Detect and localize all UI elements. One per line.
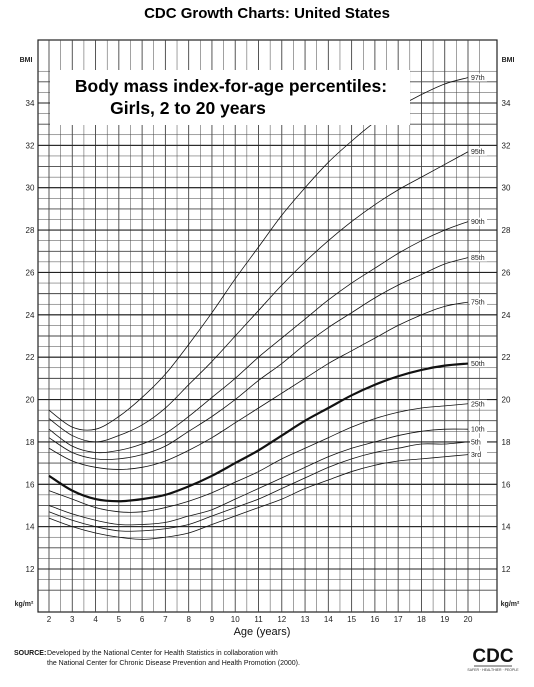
percentile-label-90th: 90th	[471, 219, 485, 226]
page-title: CDC Growth Charts: United States	[144, 5, 390, 22]
x-tick-label: 7	[163, 615, 168, 624]
percentile-label-bg	[470, 73, 487, 82]
percentile-label-bg	[470, 359, 487, 368]
percentile-curve-90th	[48, 221, 469, 454]
y-tick-label-left: 20	[26, 396, 35, 405]
x-tick-label: 9	[210, 615, 215, 624]
y-axis-unit-bottom-left: kg/m²	[15, 601, 34, 608]
y-tick-label-left: 12	[26, 565, 35, 574]
x-tick-label: 20	[464, 615, 473, 624]
x-tick-label: 3	[70, 615, 75, 624]
percentile-label-bg	[470, 450, 487, 459]
percentile-label-bg	[470, 298, 487, 307]
x-tick-label: 8	[186, 615, 191, 624]
source-note: SOURCE: Developed by the National Center…	[14, 650, 300, 667]
percentile-label-bg	[470, 217, 487, 226]
y-axis-label-top-right: BMI	[502, 57, 515, 64]
svg-text:SOURCE:: SOURCE:	[14, 650, 46, 657]
chart-title-line2: Girls, 2 to 20 years	[110, 98, 266, 118]
chart-title-line1: Body mass index-for-age percentiles:	[75, 76, 387, 96]
percentile-label-5th: 5th	[471, 439, 481, 446]
percentile-label-50th: 50th	[471, 361, 485, 368]
percentile-curve-25th	[48, 403, 469, 513]
y-tick-label-right: 12	[502, 565, 511, 574]
x-tick-label: 12	[277, 615, 286, 624]
y-tick-label-left: 32	[26, 141, 35, 150]
percentile-curve-75th	[48, 301, 469, 470]
percentile-label-3rd: 3rd	[471, 452, 481, 459]
x-tick-label: 19	[440, 615, 449, 624]
percentile-label-bg	[470, 253, 487, 262]
cdc-logo-tagline: SAFER · HEALTHIER · PEOPLE	[467, 668, 519, 672]
percentile-curve-85th	[48, 257, 469, 460]
percentile-curve-3rd	[48, 454, 469, 540]
source-label: SOURCE:	[14, 650, 46, 657]
y-tick-label-right: 30	[502, 184, 511, 193]
y-tick-label-left: 18	[26, 438, 35, 447]
y-axis-unit-bottom-right: kg/m²	[501, 601, 520, 608]
y-axis-label-top-left: BMI	[20, 57, 33, 64]
percentile-label-75th: 75th	[471, 300, 485, 307]
source-line-1: Developed by the National Center for Hea…	[47, 650, 278, 657]
y-tick-label-left: 22	[26, 353, 35, 362]
y-tick-label-left: 24	[26, 311, 35, 320]
percentile-curve-95th	[48, 151, 469, 443]
x-tick-label: 18	[417, 615, 426, 624]
y-tick-label-right: 22	[502, 353, 511, 362]
y-tick-label-left: 14	[26, 523, 35, 532]
x-tick-label: 14	[324, 615, 333, 624]
y-tick-label-right: 34	[502, 99, 511, 108]
cdc-logo-text: CDC	[472, 646, 513, 667]
source-line-2: the National Center for Chronic Disease …	[47, 660, 300, 667]
chart-title-box: Body mass index-for-age percentiles: Gir…	[50, 70, 410, 125]
y-tick-label-left: 30	[26, 184, 35, 193]
percentile-label-bg	[470, 437, 487, 446]
x-tick-label: 6	[140, 615, 145, 624]
y-tick-label-right: 20	[502, 396, 511, 405]
x-tick-label: 16	[370, 615, 379, 624]
percentile-label-bg	[470, 399, 487, 408]
y-tick-label-right: 18	[502, 438, 511, 447]
y-tick-label-right: 24	[502, 311, 511, 320]
y-tick-label-right: 26	[502, 268, 511, 277]
percentile-label-97th: 97th	[471, 75, 485, 82]
y-tick-label-right: 32	[502, 141, 511, 150]
percentile-curve-50th	[48, 362, 469, 503]
y-tick-label-left: 28	[26, 226, 35, 235]
y-tick-label-left: 16	[26, 480, 35, 489]
y-tick-label-left: 26	[26, 268, 35, 277]
y-tick-label-right: 16	[502, 480, 511, 489]
percentile-curve-5th	[48, 441, 469, 532]
percentile-label-25th: 25th	[471, 401, 485, 408]
x-tick-label: 4	[93, 615, 98, 624]
percentile-label-bg	[470, 147, 487, 156]
x-tick-label: 5	[117, 615, 122, 624]
x-tick-label: 10	[231, 615, 240, 624]
y-tick-label-left: 34	[26, 99, 35, 108]
y-tick-label-right: 28	[502, 226, 511, 235]
percentile-label-85th: 85th	[471, 255, 485, 262]
x-tick-label: 13	[301, 615, 310, 624]
percentile-curve-10th	[48, 428, 469, 526]
percentile-labels: 97th 95th 90th 85th 75th 50th 25th 10th 5th 3rd	[470, 73, 487, 459]
percentile-label-10th: 10th	[471, 427, 485, 434]
percentile-curves	[48, 77, 469, 540]
percentile-label-bg	[470, 425, 487, 434]
x-tick-label: 15	[347, 615, 356, 624]
cdc-logo: CDC SAFER · HEALTHIER · PEOPLE	[467, 646, 519, 672]
x-tick-label: 17	[394, 615, 403, 624]
x-tick-label: 2	[47, 615, 52, 624]
percentile-label-95th: 95th	[471, 149, 485, 156]
y-tick-label-right: 14	[502, 523, 511, 532]
plot-frame	[37, 39, 498, 613]
x-axis-label: Age (years)	[234, 626, 291, 638]
chart-grid	[37, 39, 498, 613]
x-tick-label: 11	[254, 615, 263, 624]
